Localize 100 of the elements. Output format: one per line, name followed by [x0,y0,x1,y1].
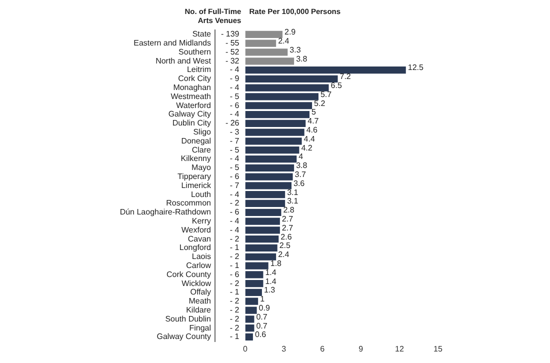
data-label: 0.9 [258,303,270,312]
data-label: 4 [298,152,304,162]
y2-tick-label: - 32 [225,56,240,66]
data-label: 2.9 [284,28,296,37]
y-tick-label: Eastern and Midlands [134,38,211,48]
y2-tick-label: - 7 [230,180,240,190]
data-label: 3.8 [296,161,308,170]
y2-tick-label: - 1 [230,260,240,270]
x-tick-label: 9 [358,344,364,354]
x-tick-label: 0 [243,344,248,354]
y2-tick-label: - 1 [230,332,240,342]
y-tick-label: Galway County [156,332,211,342]
y-tick-label: North and West [156,56,212,66]
y2-tick-label: - 2 [230,296,240,306]
y2-tick-label: - 2 [230,314,240,324]
x-tick-label: 6 [320,344,326,354]
y-tick-label: State [192,30,212,39]
data-label: 6.5 [330,81,342,90]
data-label: 4.7 [308,116,320,126]
bar [245,120,306,127]
y-tick-label: Galway City [168,110,211,119]
y2-tick-label: - 7 [230,136,240,146]
data-label: 2.6 [280,232,292,242]
bar [245,333,253,341]
y-tick-label: Cork County [166,270,211,279]
y2-tick-label: - 6 [230,208,240,217]
bar [245,75,338,82]
bar [245,288,262,296]
y-tick-label: Wexford [181,225,211,234]
bar [245,244,278,252]
y2-tick-label: - 5 [230,145,240,154]
y-tick-label: Dublin City [172,118,211,128]
y2-tick-label: - 5 [230,92,240,101]
data-label: 0.7 [256,312,268,322]
y-tick-label: Offaly [190,288,211,297]
bar [245,66,406,74]
data-label: 3.8 [296,54,308,64]
y2-tick-label: - 55 [225,38,240,48]
y-tick-label: South Dublin [165,314,211,324]
data-label: 3.6 [294,178,306,188]
y-tick-label: Laois [192,252,211,262]
data-label: 1.8 [270,258,282,268]
y-tick-label: Leitrim [186,65,212,74]
bar [245,324,254,332]
y2-tick-label: - 4 [230,110,240,119]
y-tick-label: Meath [188,296,211,306]
y2-tick-label: - 2 [230,234,240,244]
data-label: 1.3 [264,286,276,295]
y2-tick-label: - 6 [230,100,240,110]
data-label: 0.7 [256,321,268,330]
y-tick-label: Southern [178,47,211,56]
y-tick-label: Cork City [178,74,211,84]
data-label: 1 [260,294,266,304]
y-tick-label: Waterford [176,100,211,110]
y2-tick-label: - 5 [230,163,240,172]
y-tick-label: Kildare [186,305,212,314]
y-tick-label: Wicklow [182,278,212,288]
y2-tick-label: - 52 [225,47,240,56]
y2-tick-label: - 2 [230,305,240,314]
bar [245,200,286,208]
y-tick-label: Fingal [189,323,212,332]
data-label: 4.4 [304,134,316,144]
y2-tick-label: - 139 [221,30,240,39]
data-label: 3.7 [294,170,306,180]
bar [245,110,310,118]
data-label: 1.4 [265,268,277,277]
y2-tick-label: - 2 [230,252,240,262]
bar [245,280,264,288]
data-label: 5.2 [314,98,326,108]
y-tick-label: Tipperary [178,172,211,182]
x-tick-label: 12 [394,344,404,354]
y-tick-label: Sligo [193,128,212,137]
data-label: 2.4 [278,250,290,260]
bar [245,30,283,38]
data-label: 0.6 [254,330,267,340]
data-label: 2.5 [279,241,292,250]
y-tick-label: Dún Laoghaire-Rathdown [120,208,211,217]
y-tick-label: Donegal [181,136,212,146]
data-label: 3.3 [290,45,302,54]
y2-tick-label: - 9 [230,74,240,84]
data-label: 5.7 [320,90,332,99]
y-tick-label: Cavan [188,234,211,244]
y-tick-label: Kilkenny [180,154,211,164]
data-label: 2.7 [282,223,294,232]
data-label: 5 [311,108,316,117]
y2-tick-label: - 2 [230,278,240,288]
y-tick-label: Roscommon [166,198,211,208]
y-tick-label: Carlow [186,260,212,270]
y2-tick-label: - 4 [230,225,240,234]
y2-tick-label: - 2 [230,198,240,208]
y2-tick-label: - 4 [230,83,240,92]
y2-tick-label: - 1 [230,243,240,252]
y2-tick-label: - 6 [230,172,240,182]
data-label: 2.7 [282,214,294,224]
y2-tick-label: - 4 [230,190,240,199]
y-tick-label: Clare [192,145,212,154]
data-label: 7.2 [340,72,352,82]
data-label: 2.4 [278,36,290,46]
y-tick-label: Westmeath [170,92,211,101]
data-label: 12.5 [408,63,424,72]
